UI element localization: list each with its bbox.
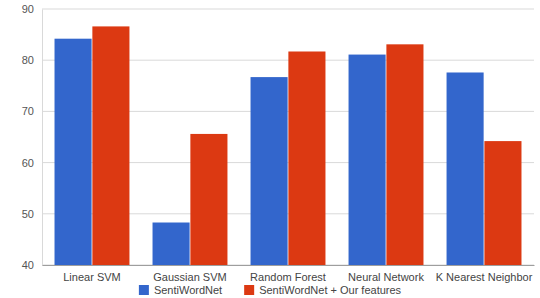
- grid: [42, 9, 534, 265]
- x-tick: Neural Network: [348, 265, 424, 283]
- y-tick-label: 90: [22, 3, 34, 15]
- legend-item: SentiWordNet: [139, 284, 222, 296]
- y-tick: 80: [22, 54, 42, 66]
- bar: [349, 55, 386, 265]
- y-tick: 90: [22, 3, 42, 15]
- y-tick: 40: [22, 259, 42, 271]
- x-tick: Gaussian SVM: [153, 265, 226, 283]
- x-tick-label: Gaussian SVM: [153, 271, 226, 283]
- y-axis: 40 50 60 70 80 90: [22, 3, 43, 271]
- bar: [55, 39, 92, 265]
- x-tick-label: Neural Network: [348, 271, 424, 283]
- bar: [190, 134, 227, 265]
- bar: [386, 44, 423, 265]
- legend-label: SentiWordNet: [154, 284, 222, 296]
- y-tick-label: 80: [22, 54, 34, 66]
- legend-swatch: [139, 285, 149, 295]
- legend-item: SentiWordNet + Our features: [244, 284, 401, 296]
- chart: 40 50 60 70 80 90 Linear SVM Gaussian SVM Random…: [0, 0, 540, 298]
- bar: [92, 26, 129, 265]
- legend: SentiWordNet SentiWordNet + Our features: [139, 284, 402, 296]
- x-tick-label: Random Forest: [250, 271, 326, 283]
- y-tick-label: 60: [22, 157, 34, 169]
- x-tick: Linear SVM: [63, 265, 120, 283]
- bar-series: [92, 26, 521, 265]
- legend-swatch: [244, 285, 254, 295]
- x-tick-label: K Nearest Neighbor: [436, 271, 533, 283]
- y-tick: 50: [22, 208, 42, 220]
- bar: [153, 223, 190, 265]
- bars: [55, 26, 522, 265]
- grid-line: [42, 9, 534, 10]
- bar: [484, 141, 521, 265]
- y-tick: 60: [22, 157, 42, 169]
- plot: 40 50 60 70 80 90 Linear SVM Gaussian SVM Random…: [22, 3, 535, 283]
- x-axis-line: [43, 265, 535, 266]
- bar: [251, 77, 288, 265]
- legend-label: SentiWordNet + Our features: [259, 284, 401, 296]
- x-axis: Linear SVM Gaussian SVM Random Forest Neura…: [43, 265, 535, 283]
- x-tick-label: Linear SVM: [63, 271, 120, 283]
- y-tick-label: 50: [22, 208, 34, 220]
- bar: [288, 51, 325, 265]
- bar: [447, 72, 484, 265]
- x-tick: Random Forest: [250, 265, 326, 283]
- x-tick: K Nearest Neighbor: [436, 265, 533, 283]
- y-tick-label: 70: [22, 105, 34, 117]
- y-axis-line: [42, 10, 43, 266]
- y-tick-label: 40: [22, 259, 34, 271]
- y-tick: 70: [22, 105, 42, 117]
